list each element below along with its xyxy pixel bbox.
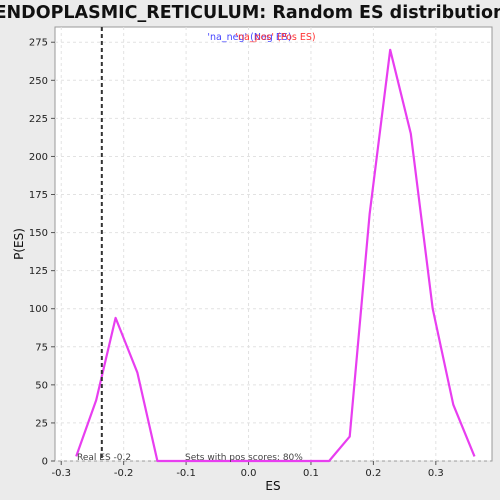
axes: 0 25 50 75 100 125 150 175 200 225 250 275 -0.3 -0.2 -… (29, 38, 444, 479)
y-tick-label: 75 (35, 342, 48, 353)
x-tick-label: -0.3 (51, 468, 71, 479)
y-tick-label: 225 (29, 114, 48, 125)
legend-entry: 'na_neg' (Neg ES) (207, 32, 291, 43)
y-tick-label: 50 (35, 380, 48, 391)
y-axis-label: P(ES) (12, 228, 26, 260)
grid-lines (55, 27, 492, 462)
legend: 'na_neg' (Neg ES)'na_pos' (Pos ES) (207, 32, 315, 43)
es-density-line (75, 48, 476, 463)
legend-entry: 'na_pos' (Pos ES) (235, 32, 315, 43)
y-tick-label: 0 (42, 457, 48, 468)
y-tick-label: 250 (29, 76, 48, 87)
x-tick-label: -0.2 (114, 468, 134, 479)
x-axis-label: ES (265, 479, 280, 493)
y-tick-label: 275 (29, 38, 48, 49)
real-es-label: Real ES -0.2 (77, 453, 131, 463)
x-tick-label: -0.1 (176, 468, 196, 479)
y-tick-label: 200 (29, 152, 48, 163)
y-tick-label: 150 (29, 228, 48, 239)
y-tick-label: 175 (29, 190, 48, 201)
x-tick-label: 0.3 (428, 468, 444, 479)
x-tick-label: 0.2 (365, 468, 381, 479)
plot-area (54, 26, 493, 462)
x-tick-label: 0.0 (241, 468, 257, 479)
series-layer (75, 48, 476, 463)
y-tick-label: 100 (29, 304, 48, 315)
x-tick-label: 0.1 (303, 468, 319, 479)
pos-scores-annotation: Sets with pos scores: 80% (185, 453, 303, 463)
y-tick-label: 25 (35, 418, 48, 429)
chart-title: ENDOPLASMIC_RETICULUM: Random ES distrib… (0, 3, 500, 23)
y-tick-label: 125 (29, 266, 48, 277)
